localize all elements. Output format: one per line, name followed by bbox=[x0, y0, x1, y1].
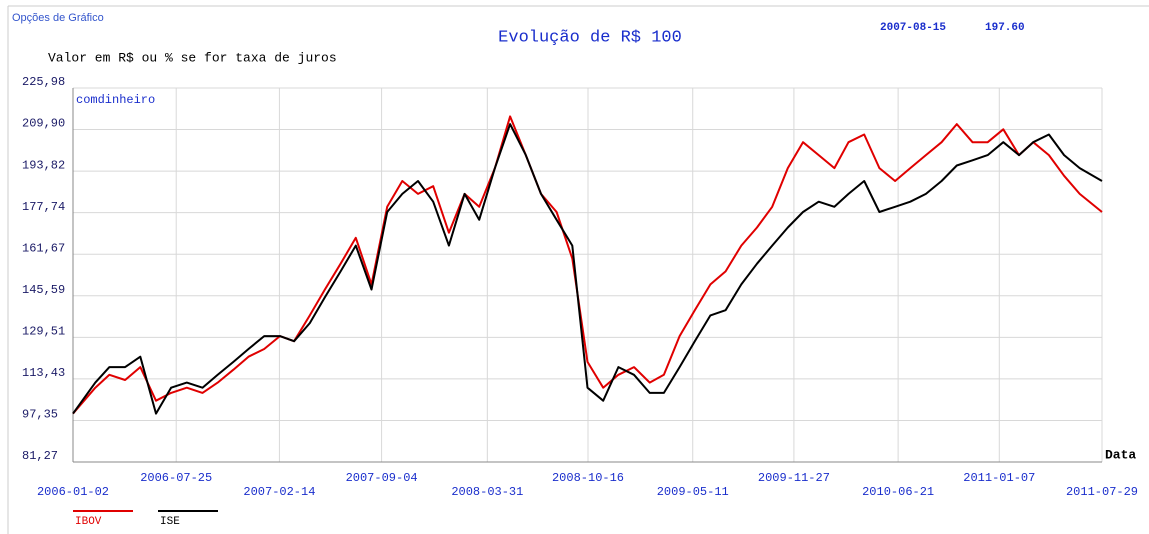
x-tick-label: 2009-05-11 bbox=[657, 485, 729, 499]
y-tick-label: 225,98 bbox=[22, 75, 65, 89]
x-tick-label: 2006-07-25 bbox=[140, 471, 212, 485]
x-tick-label: 2008-03-31 bbox=[451, 485, 523, 499]
x-tick-label: 2007-02-14 bbox=[243, 485, 315, 499]
x-tick-label: 2010-06-21 bbox=[862, 485, 934, 499]
legend-label: ISE bbox=[160, 516, 180, 528]
x-axis-label: Data bbox=[1105, 447, 1136, 462]
y-tick-label: 129,51 bbox=[22, 324, 65, 338]
y-tick-label: 193,82 bbox=[22, 158, 65, 172]
info-value: 197.60 bbox=[985, 22, 1025, 34]
x-tick-label: 2007-09-04 bbox=[346, 471, 418, 485]
y-axis-label: Valor em R$ ou % se for taxa de juros bbox=[48, 50, 337, 65]
y-tick-label: 209,90 bbox=[22, 117, 65, 131]
menu-link[interactable]: Opções de Gráfico bbox=[12, 12, 104, 24]
x-tick-label: 2011-01-07 bbox=[963, 471, 1035, 485]
series-line bbox=[72, 115, 1103, 415]
chart-title: Evolução de R$ 100 bbox=[498, 28, 682, 47]
legend-label: IBOV bbox=[75, 516, 102, 528]
y-tick-label: 81,27 bbox=[22, 449, 58, 463]
x-tick-label: 2011-07-29 bbox=[1066, 485, 1138, 499]
y-tick-label: 145,59 bbox=[22, 283, 65, 297]
x-tick-label: 2009-11-27 bbox=[758, 471, 830, 485]
y-tick-label: 161,67 bbox=[22, 241, 65, 255]
y-tick-label: 177,74 bbox=[22, 200, 65, 214]
info-date: 2007-08-15 bbox=[880, 22, 946, 34]
x-tick-label: 2008-10-16 bbox=[552, 471, 624, 485]
annotation: comdinheiro bbox=[76, 93, 155, 107]
y-tick-label: 97,35 bbox=[22, 408, 58, 422]
y-tick-label: 113,43 bbox=[22, 366, 65, 380]
series-line bbox=[72, 123, 1103, 415]
x-tick-label: 2006-01-02 bbox=[37, 485, 109, 499]
